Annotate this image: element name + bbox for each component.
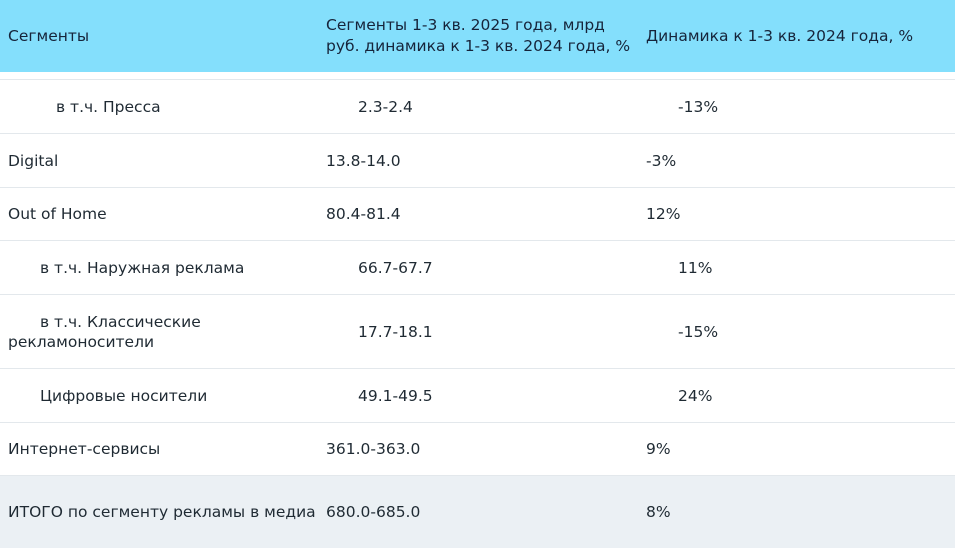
value-cell: 80.4-81.4 [326,205,401,223]
total-row: ИТОГО по сегменту рекламы в медиа 680.0-… [0,476,955,548]
segment-cell: Digital [8,151,59,170]
change-cell: -3% [646,151,677,170]
value-cell: 2.3-2.4 [358,97,413,116]
value-cell: 49.1-49.5 [358,386,433,405]
segment-cell: в т.ч. Пресса [56,97,161,116]
segment-cell: Интернет-сервисы [8,440,161,458]
header-segments: Сегменты [8,26,90,45]
table-row: Интернет-сервисы 361.0-363.0 9% [0,423,955,476]
value-cell: 361.0-363.0 [326,440,421,458]
change-cell: -15% [678,322,719,341]
segment-cell: в т.ч. Наружная реклама [40,258,245,277]
segment-cell: Цифровые носители [40,386,208,405]
change-cell: 24% [678,386,713,405]
header-change: Динамика к 1-3 кв. 2024 года, % [646,26,914,45]
segment-cell: Out of Home [8,205,107,223]
table-row: в т.ч. Классические рекламоносители 17.7… [0,295,955,369]
segment-cell: ИТОГО по сегменту рекламы в медиа [8,503,316,521]
table-header: Сегменты Сегменты 1-3 кв. 2025 года, млр… [0,0,955,72]
table-row: в т.ч. Пресса 2.3-2.4 -13% [0,80,955,134]
change-cell: 8% [646,503,671,521]
value-cell: 17.7-18.1 [358,322,433,341]
value-cell: 13.8-14.0 [326,151,401,170]
table-row: Цифровые носители 49.1-49.5 24% [0,369,955,423]
table-row: в т.ч. Наружная реклама 66.7-67.7 11% [0,241,955,295]
header-value: Сегменты 1-3 кв. 2025 года, млрд руб. ди… [326,16,631,55]
change-cell: 9% [646,440,671,458]
change-cell: 12% [646,205,681,223]
table-row: Digital 13.8-14.0 -3% [0,134,955,188]
change-cell: -13% [678,97,719,116]
value-cell: 66.7-67.7 [358,258,433,277]
change-cell: 11% [678,258,713,277]
table-row: Out of Home 80.4-81.4 12% [0,188,955,241]
segment-cell: в т.ч. Классические рекламоносители [8,312,201,351]
value-cell: 680.0-685.0 [326,503,421,521]
header-spacer [0,72,955,80]
